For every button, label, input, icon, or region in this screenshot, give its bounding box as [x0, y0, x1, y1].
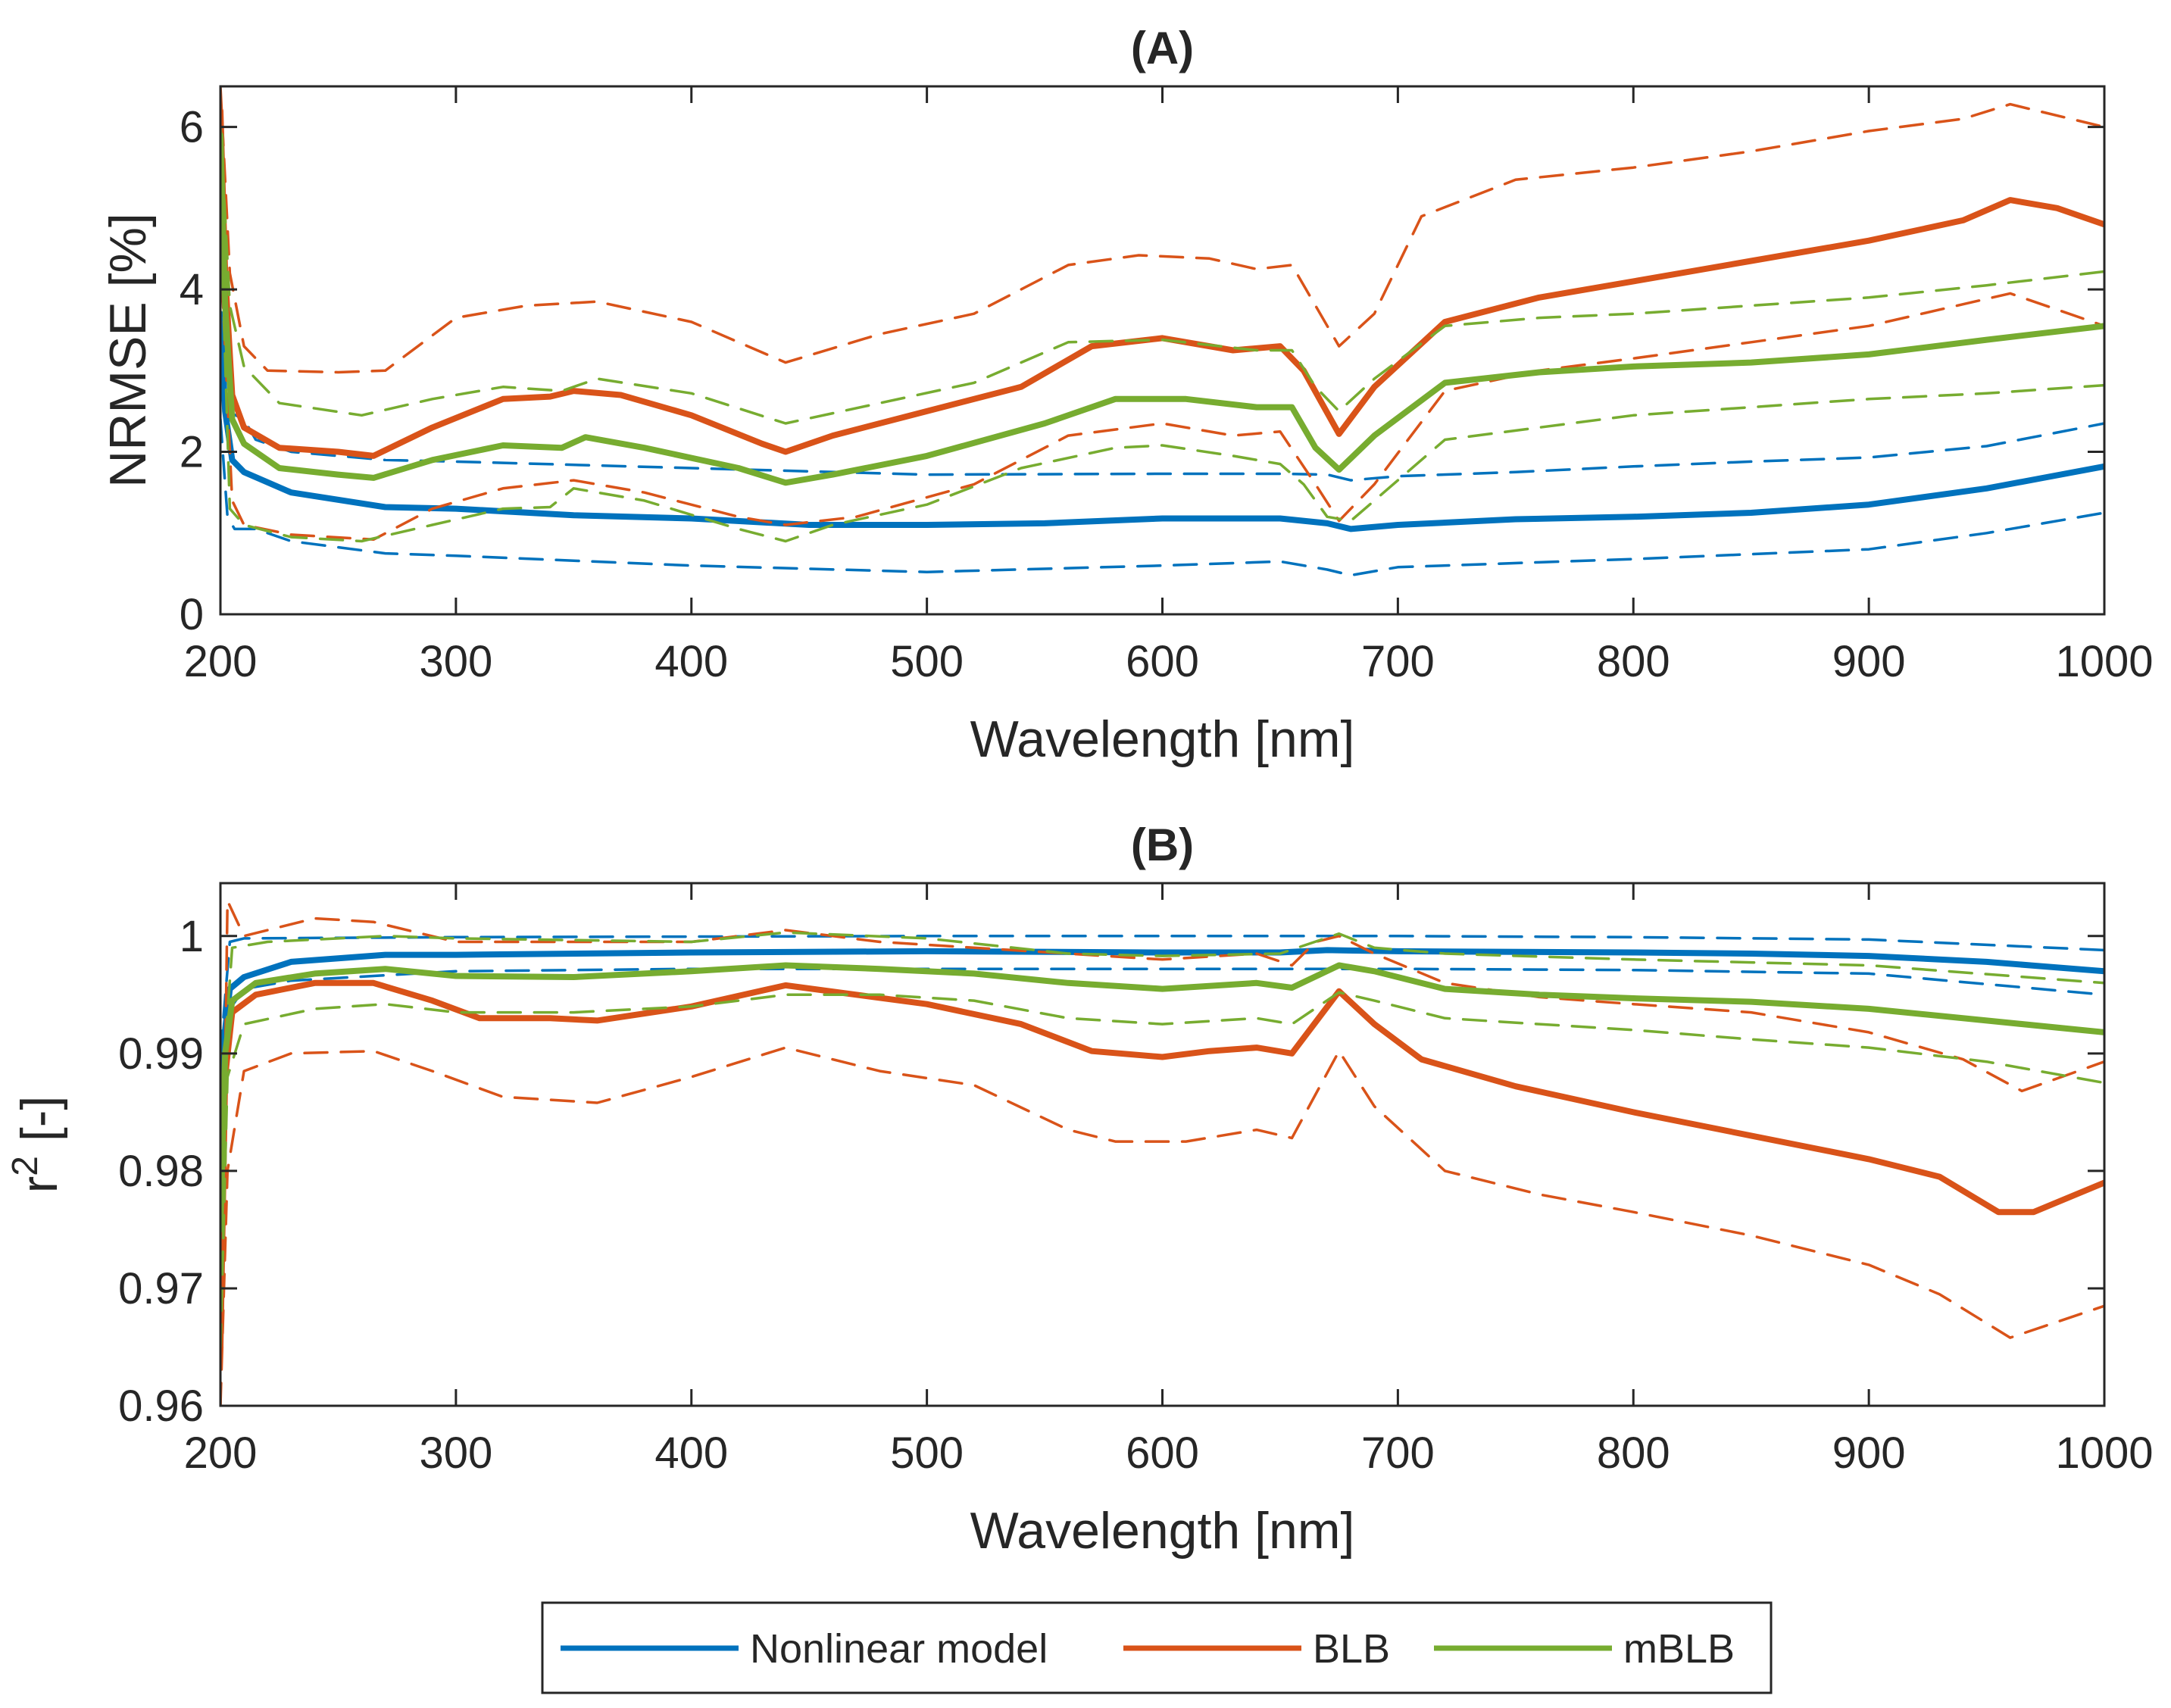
series-nonlinear-lower — [220, 417, 2104, 577]
x-tick-label: 1000 — [2055, 637, 2153, 686]
x-tick-label: 200 — [184, 637, 258, 686]
series-mblb-lower — [220, 207, 2104, 543]
legend-label-blb: BLB — [1313, 1626, 1390, 1672]
x-tick-label: 800 — [1597, 637, 1670, 686]
legend: Nonlinear model BLB mBLB — [541, 1601, 1773, 1694]
y-tick-label: 0.98 — [118, 1147, 204, 1196]
series-group — [220, 86, 2104, 577]
series-blb-mean — [220, 979, 2104, 1350]
y-tick-label: 0.96 — [118, 1382, 204, 1431]
series-group — [220, 899, 2104, 1406]
chart-title: (B) — [1131, 820, 1194, 870]
series-nonlinear-upper — [220, 328, 2104, 482]
y-axis-label: NRMSE [%] — [99, 213, 157, 488]
legend-label-mblb: mBLB — [1623, 1626, 1735, 1672]
x-tick-label: 900 — [1832, 1429, 1906, 1478]
panel-b: 200 300 400 500 600 700 800 900 1000 0.96 0.97 0.98… — [5, 820, 2154, 1560]
panel-a: 200 300 400 500 600 700 800 900 1000 0 2 4 6 (A) Wavel… — [99, 23, 2154, 768]
series-nonlinear-mean — [220, 311, 2104, 532]
y-tick-label: 4 — [180, 265, 204, 314]
x-tick-label: 300 — [419, 1429, 492, 1478]
series-mblb-upper — [220, 931, 2104, 1114]
series-mblb-mean — [220, 962, 2104, 1233]
x-tick-label: 700 — [1361, 637, 1435, 686]
legend-label-nonlinear: Nonlinear model — [750, 1626, 1048, 1672]
y-tick-label: 2 — [180, 428, 204, 477]
y-tick-label: 6 — [180, 103, 204, 152]
x-tick-label: 600 — [1126, 1429, 1199, 1478]
series-mblb-upper — [220, 125, 2104, 425]
x-axis-label: Wavelength [nm] — [970, 1502, 1355, 1560]
series-blb-upper — [220, 86, 2104, 374]
y-tick-label: 0.97 — [118, 1264, 204, 1313]
y-tick-label: 0.99 — [118, 1029, 204, 1079]
series-blb-lower — [220, 247, 2104, 542]
x-tick-label: 700 — [1361, 1429, 1435, 1478]
plot-area — [220, 883, 2104, 1406]
series-mblb-mean — [220, 132, 2104, 486]
y-tick-label: 1 — [180, 912, 204, 961]
x-tick-label: 600 — [1126, 637, 1199, 686]
x-tick-label: 500 — [890, 1429, 964, 1478]
x-tick-label: 800 — [1597, 1429, 1670, 1478]
x-tick-label: 1000 — [2055, 1429, 2153, 1478]
series-blb-mean — [220, 108, 2104, 459]
series-blb-upper — [220, 899, 2104, 1406]
x-tick-label: 200 — [184, 1429, 258, 1478]
chart-title: (A) — [1131, 23, 1194, 73]
y-axis-label: r2 [-] — [5, 1096, 68, 1194]
series-mblb-lower — [220, 991, 2104, 1349]
x-axis-label: Wavelength [nm] — [970, 710, 1355, 768]
plot-area — [220, 86, 2104, 614]
x-tick-label: 400 — [654, 637, 728, 686]
series-nonlinear-upper — [220, 935, 2104, 1055]
x-tick-label: 900 — [1832, 637, 1906, 686]
x-tick-label: 400 — [654, 1429, 728, 1478]
x-tick-label: 500 — [890, 637, 964, 686]
x-tick-label: 300 — [419, 637, 492, 686]
series-blb-lower — [220, 1046, 2104, 1406]
y-tick-label: 0 — [180, 590, 204, 639]
